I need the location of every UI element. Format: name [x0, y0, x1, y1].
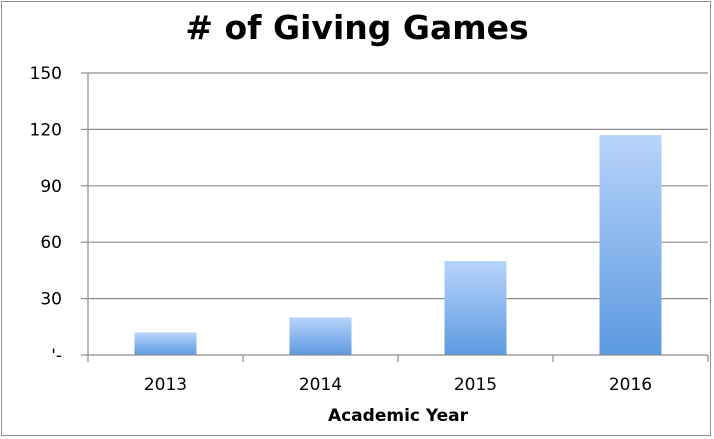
bar-2014 — [289, 317, 352, 355]
y-tick-label: 90 — [40, 177, 62, 197]
x-tick-label: 2016 — [609, 375, 652, 395]
axes — [81, 72, 709, 362]
x-axis-label: Academic Year — [328, 406, 469, 426]
bar-2016 — [599, 135, 662, 355]
x-tick-label: 2014 — [299, 375, 342, 395]
tick-labels: '- 30 60 90 120 150 2013 2014 2015 2016 — [30, 64, 653, 395]
y-tick-label: 150 — [30, 64, 62, 84]
y-tick-label: 60 — [40, 233, 62, 253]
x-tick-label: 2013 — [144, 375, 187, 395]
x-tick-label: 2015 — [454, 375, 497, 395]
y-tick-label: '- — [51, 346, 62, 366]
bar-2013 — [134, 332, 197, 355]
chart-title: # of Giving Games — [185, 8, 529, 47]
y-tick-label: 30 — [40, 290, 62, 310]
y-tick-label: 120 — [30, 120, 62, 140]
bars — [134, 135, 662, 355]
bar-2015 — [444, 261, 507, 355]
